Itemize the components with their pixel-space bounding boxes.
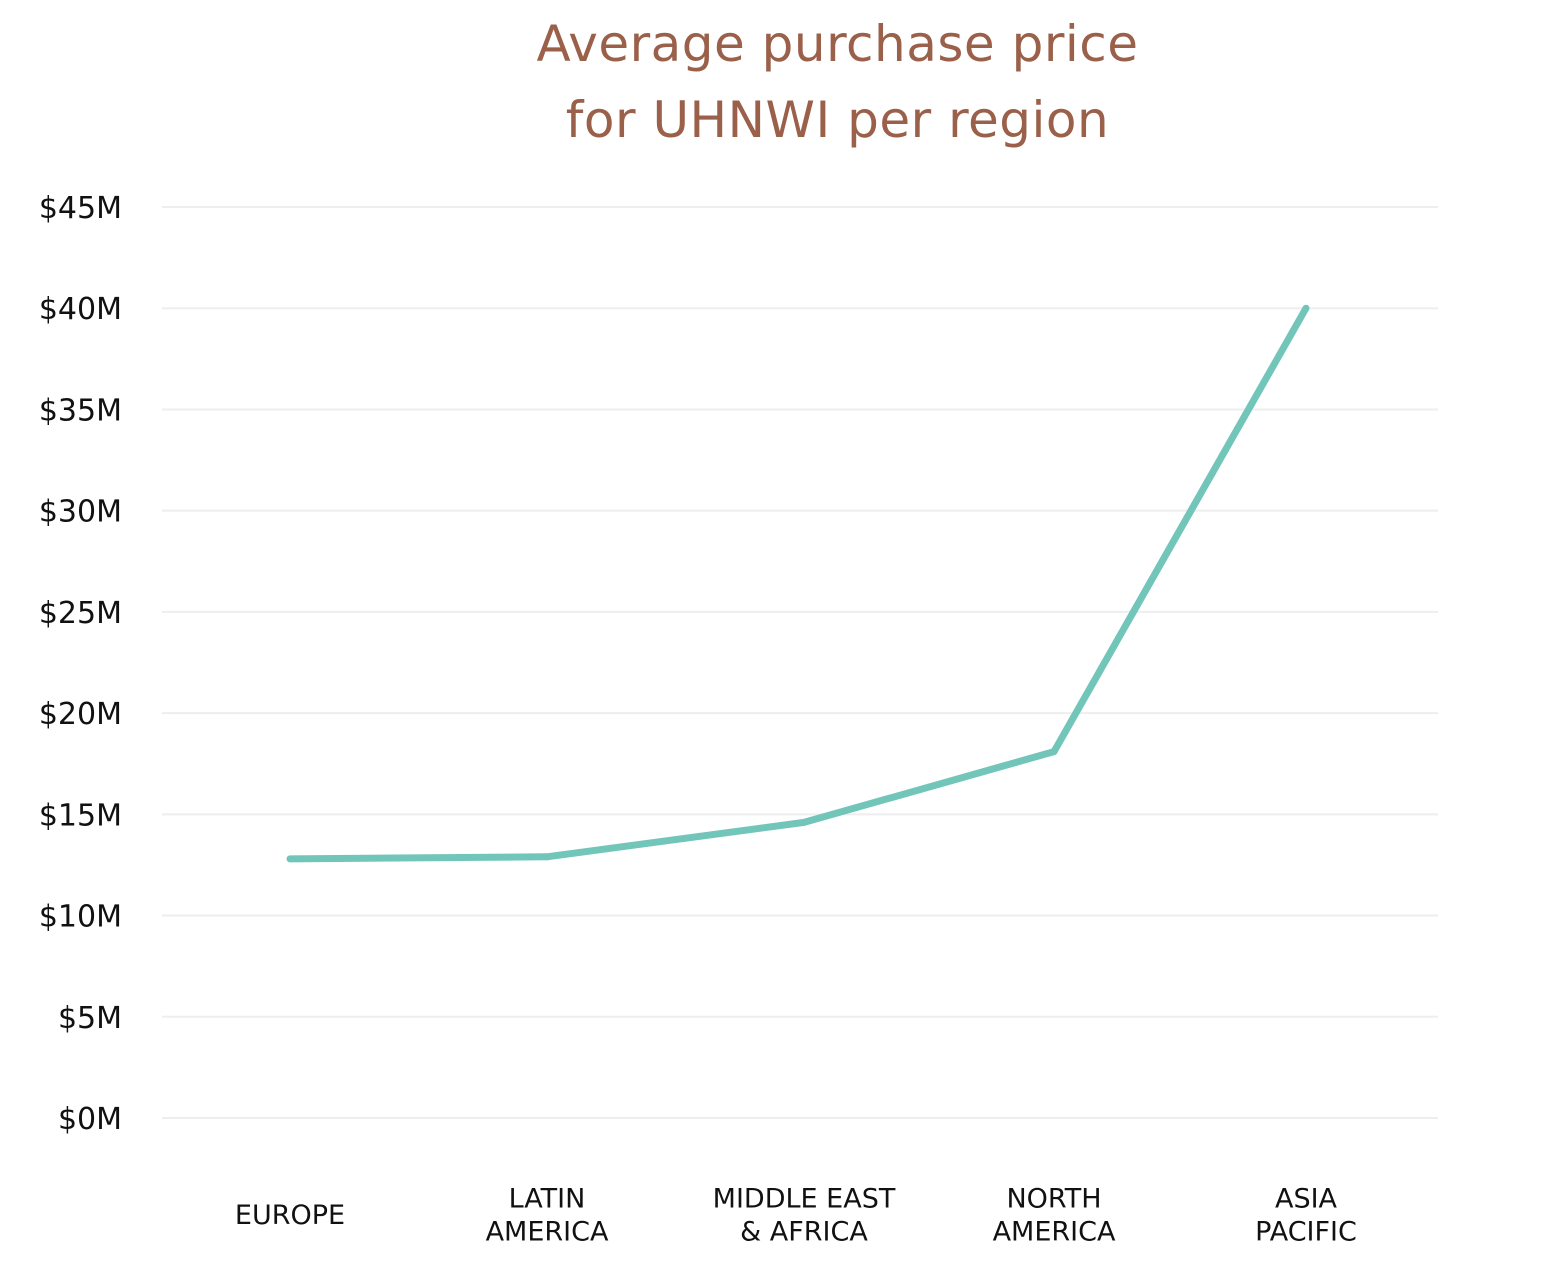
chart-title-line-2: for UHNWI per region bbox=[565, 91, 1110, 149]
data-point bbox=[543, 853, 551, 861]
x-tick-label-line: MIDDLE EAST bbox=[713, 1184, 896, 1215]
x-tick-label-line: AMERICA bbox=[486, 1217, 609, 1248]
x-tick-label-line: ASIA bbox=[1275, 1184, 1338, 1215]
x-tick-label-line: NORTH bbox=[1006, 1184, 1101, 1215]
x-tick-label: EUROPE bbox=[235, 1200, 345, 1231]
data-point bbox=[1050, 748, 1058, 756]
x-tick-label-line: EUROPE bbox=[235, 1200, 345, 1231]
y-tick-label: $45M bbox=[39, 191, 122, 226]
y-tick-label: $35M bbox=[39, 393, 122, 428]
x-tick-label: LATIN AMERICA bbox=[486, 1184, 609, 1248]
y-tick-label: $40M bbox=[39, 292, 122, 327]
gridlines bbox=[162, 206, 1438, 1119]
x-tick-label: MIDDLE EAST & AFRICA bbox=[713, 1184, 896, 1248]
data-point bbox=[1302, 304, 1310, 312]
x-tick-label-line: LATIN bbox=[509, 1184, 586, 1215]
x-tick-label: NORTH AMERICA bbox=[993, 1184, 1116, 1248]
series-layer bbox=[286, 304, 1310, 863]
series-line bbox=[289, 306, 1310, 863]
y-tick-label: $15M bbox=[39, 798, 122, 833]
chart-title: Average purchase price for UHNWI per reg… bbox=[0, 6, 1565, 158]
y-tick-label: $20M bbox=[39, 697, 122, 732]
y-tick-label: $30M bbox=[39, 495, 122, 530]
x-tick-label-line: AMERICA bbox=[993, 1217, 1116, 1248]
y-tick-label: $25M bbox=[39, 596, 122, 631]
y-tick-label: $0M bbox=[58, 1102, 122, 1137]
y-tick-label: $10M bbox=[39, 900, 122, 935]
chart-title-line-1: Average purchase price bbox=[536, 15, 1139, 73]
data-point bbox=[286, 855, 294, 863]
x-tick-label-line: & AFRICA bbox=[740, 1217, 868, 1248]
y-axis-tick-labels: $0M $5M $10M $15M $20M $25M $30M $35M $40M $45M bbox=[39, 191, 122, 1137]
y-tick-label: $5M bbox=[58, 1001, 122, 1036]
x-tick-label-line: PACIFIC bbox=[1255, 1217, 1357, 1248]
data-point bbox=[800, 818, 808, 826]
x-tick-label: ASIA PACIFIC bbox=[1255, 1184, 1357, 1248]
